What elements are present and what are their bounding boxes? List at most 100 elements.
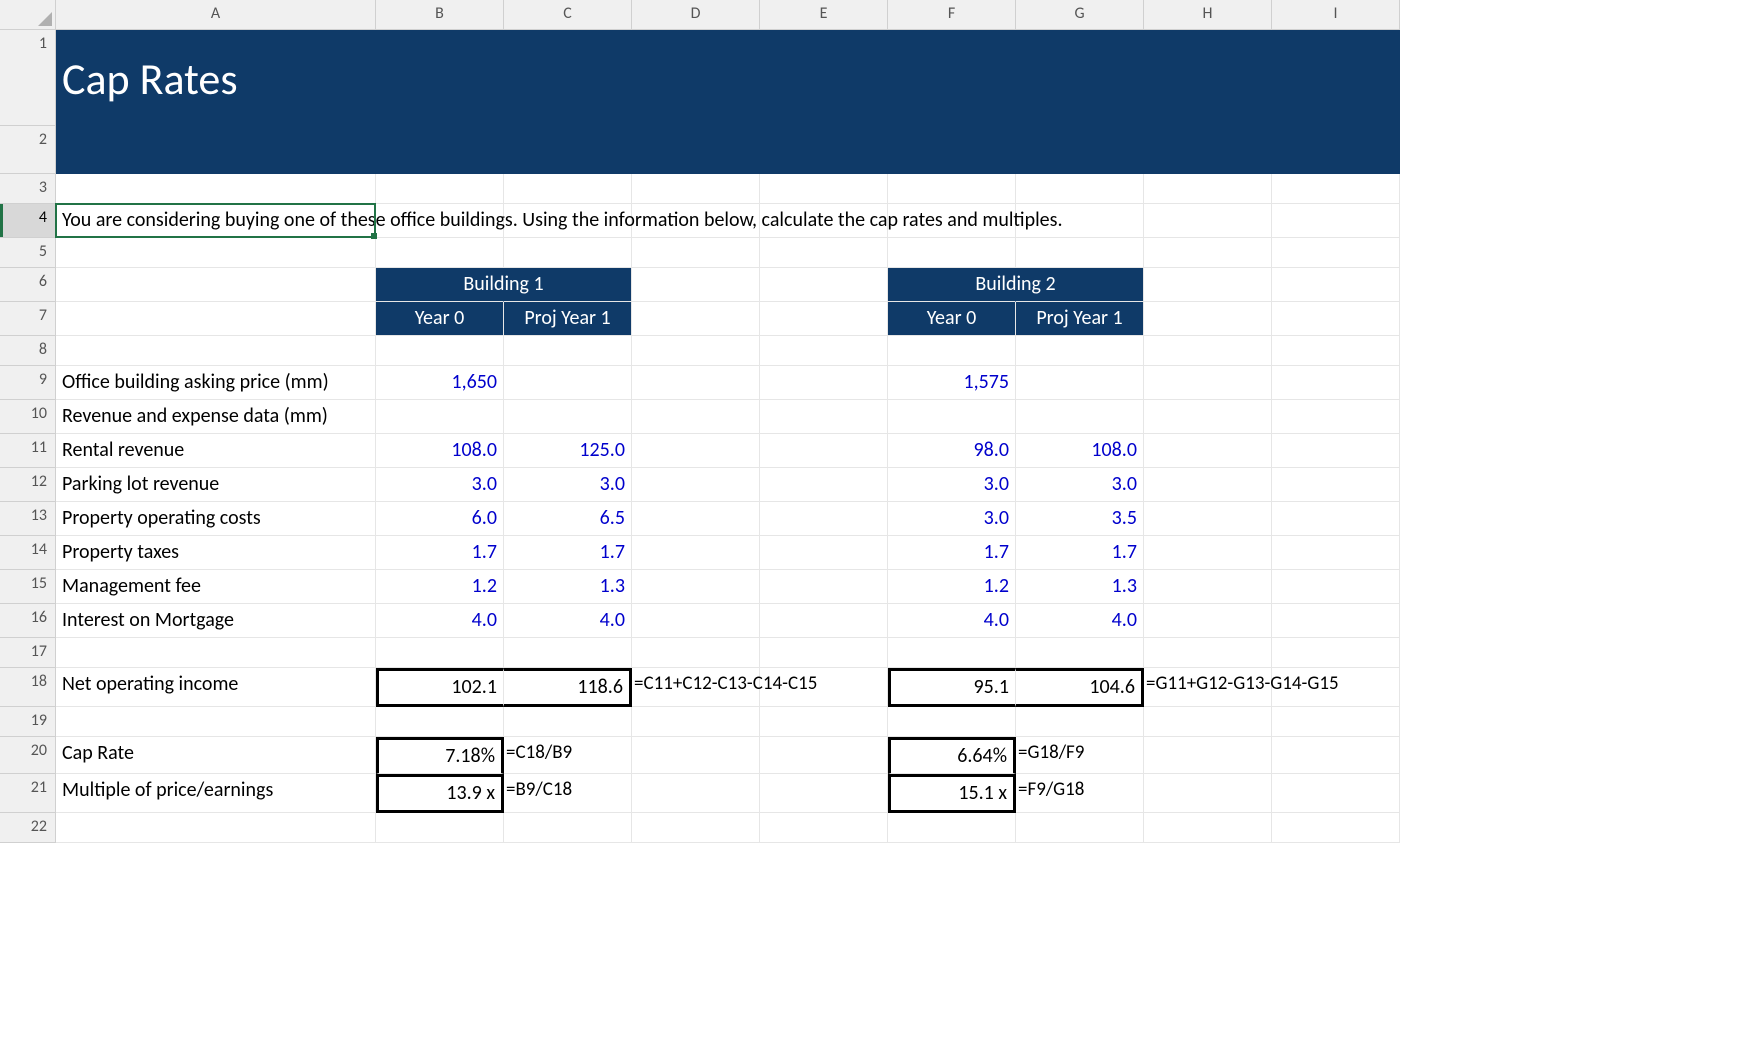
cell[interactable]: [56, 336, 376, 366]
b2-year0[interactable]: Year 0: [888, 302, 1016, 336]
cell-f12[interactable]: 3.0: [888, 468, 1016, 502]
cell[interactable]: [760, 126, 888, 174]
cell[interactable]: [1272, 774, 1400, 813]
cell[interactable]: [1144, 638, 1272, 668]
cell[interactable]: [1016, 336, 1144, 366]
cell[interactable]: [760, 604, 888, 638]
cell[interactable]: [632, 468, 760, 502]
cell[interactable]: [56, 707, 376, 737]
cell[interactable]: [760, 536, 888, 570]
cell[interactable]: [1272, 604, 1400, 638]
cell[interactable]: [1144, 737, 1272, 774]
row-header-13[interactable]: 13: [0, 502, 56, 536]
cell[interactable]: [760, 336, 888, 366]
label-rev-exp[interactable]: Revenue and expense data (mm): [56, 400, 376, 434]
cell[interactable]: [376, 400, 504, 434]
cell[interactable]: [632, 302, 760, 336]
label-rental[interactable]: Rental revenue: [56, 434, 376, 468]
cell-f20[interactable]: 6.64%: [888, 737, 1016, 774]
instruction-text[interactable]: You are considering buying one of these …: [56, 204, 376, 238]
cell[interactable]: [1272, 813, 1400, 843]
cell[interactable]: [1144, 126, 1272, 174]
row-header-10[interactable]: 10: [0, 400, 56, 434]
row-header-15[interactable]: 15: [0, 570, 56, 604]
row-header-7[interactable]: 7: [0, 302, 56, 336]
row-header-3[interactable]: 3: [0, 174, 56, 204]
cell[interactable]: [1272, 366, 1400, 400]
cell[interactable]: [376, 30, 504, 126]
cell[interactable]: [1272, 737, 1400, 774]
label-noi[interactable]: Net operating income: [56, 668, 376, 707]
cell[interactable]: [56, 638, 376, 668]
label-mgmtfee[interactable]: Management fee: [56, 570, 376, 604]
cell[interactable]: [1272, 468, 1400, 502]
cell[interactable]: [632, 536, 760, 570]
row-header-22[interactable]: 22: [0, 813, 56, 843]
cell-b21[interactable]: 13.9 x: [376, 774, 504, 813]
cell-c18[interactable]: 118.6: [504, 668, 632, 707]
cell-b9[interactable]: 1,650: [376, 366, 504, 400]
col-header-B[interactable]: B: [376, 0, 504, 30]
cell[interactable]: [760, 366, 888, 400]
cell[interactable]: [760, 30, 888, 126]
col-header-F[interactable]: F: [888, 0, 1016, 30]
cell-c13[interactable]: 6.5: [504, 502, 632, 536]
row-header-1[interactable]: 1: [0, 30, 56, 126]
cell-f21[interactable]: 15.1 x: [888, 774, 1016, 813]
cell[interactable]: [888, 336, 1016, 366]
cell-f16[interactable]: 4.0: [888, 604, 1016, 638]
formula-g20[interactable]: =G18/F9: [1016, 737, 1144, 774]
cell[interactable]: [632, 774, 760, 813]
cell-g12[interactable]: 3.0: [1016, 468, 1144, 502]
cell-g16[interactable]: 4.0: [1016, 604, 1144, 638]
cell[interactable]: [760, 570, 888, 604]
cell[interactable]: [1144, 707, 1272, 737]
cell[interactable]: [1272, 126, 1400, 174]
b2-year1[interactable]: Proj Year 1: [1016, 302, 1144, 336]
cell[interactable]: [56, 238, 376, 268]
row-header-17[interactable]: 17: [0, 638, 56, 668]
cell-f18[interactable]: 95.1: [888, 668, 1016, 707]
cell-b11[interactable]: 108.0: [376, 434, 504, 468]
row-header-2[interactable]: 2: [0, 126, 56, 174]
cell[interactable]: [1144, 302, 1272, 336]
cell[interactable]: [632, 737, 760, 774]
spreadsheet-grid[interactable]: A B C D E F G H I 1 Cap Rates 2 3 4 You …: [0, 0, 1756, 843]
cell[interactable]: [504, 126, 632, 174]
cell[interactable]: [888, 400, 1016, 434]
cell[interactable]: [760, 400, 888, 434]
cell[interactable]: [504, 707, 632, 737]
cell[interactable]: [888, 126, 1016, 174]
cell[interactable]: [632, 707, 760, 737]
cell[interactable]: [56, 302, 376, 336]
cell[interactable]: [632, 638, 760, 668]
cell[interactable]: [760, 468, 888, 502]
cell[interactable]: [760, 268, 888, 302]
row-header-16[interactable]: 16: [0, 604, 56, 638]
cell[interactable]: [1272, 502, 1400, 536]
cell[interactable]: [1272, 570, 1400, 604]
cell[interactable]: [760, 737, 888, 774]
cell[interactable]: [1144, 468, 1272, 502]
cell[interactable]: [632, 400, 760, 434]
cell-c12[interactable]: 3.0: [504, 468, 632, 502]
cell-f13[interactable]: 3.0: [888, 502, 1016, 536]
label-opcosts[interactable]: Property operating costs: [56, 502, 376, 536]
cell[interactable]: [504, 638, 632, 668]
cell[interactable]: [760, 638, 888, 668]
row-header-21[interactable]: 21: [0, 774, 56, 813]
b1-year0[interactable]: Year 0: [376, 302, 504, 336]
cell[interactable]: [1144, 238, 1272, 268]
cell-g18[interactable]: 104.6: [1016, 668, 1144, 707]
cell[interactable]: [504, 174, 632, 204]
cell-g11[interactable]: 108.0: [1016, 434, 1144, 468]
cell[interactable]: [1144, 570, 1272, 604]
cell[interactable]: [1016, 126, 1144, 174]
cell-c11[interactable]: 125.0: [504, 434, 632, 468]
cell[interactable]: [888, 707, 1016, 737]
row-header-5[interactable]: 5: [0, 238, 56, 268]
label-asking-price[interactable]: Office building asking price (mm): [56, 366, 376, 400]
building1-header-span[interactable]: Building 1: [504, 268, 632, 302]
cell[interactable]: [1016, 638, 1144, 668]
col-header-H[interactable]: H: [1144, 0, 1272, 30]
